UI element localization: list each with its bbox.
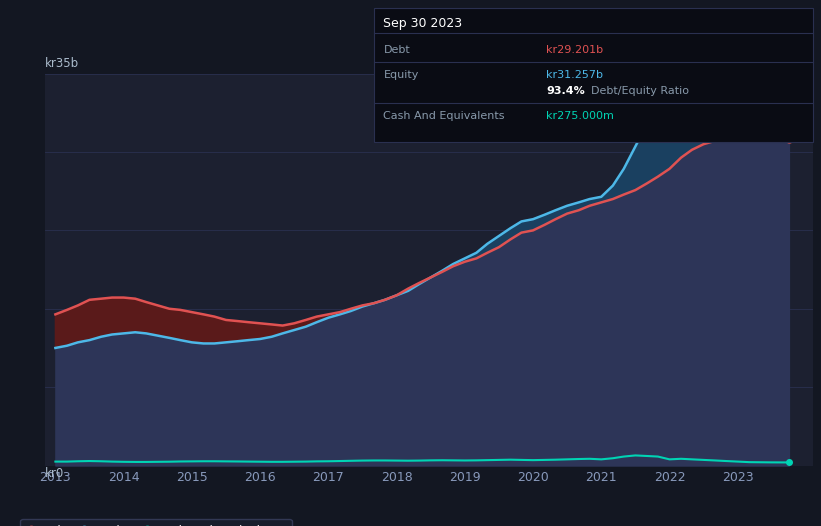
Text: 93.4%: 93.4%: [546, 86, 585, 96]
Text: kr31.257b: kr31.257b: [546, 70, 603, 80]
Text: kr275.000m: kr275.000m: [546, 111, 614, 122]
Text: kr29.201b: kr29.201b: [546, 45, 603, 55]
Legend: Debt, Equity, Cash And Equivalents: Debt, Equity, Cash And Equivalents: [21, 519, 291, 526]
Text: kr0: kr0: [45, 468, 64, 480]
Text: Debt/Equity Ratio: Debt/Equity Ratio: [591, 86, 689, 96]
Text: Debt: Debt: [383, 45, 410, 55]
Text: Sep 30 2023: Sep 30 2023: [383, 17, 462, 30]
Text: Cash And Equivalents: Cash And Equivalents: [383, 111, 505, 122]
Text: kr35b: kr35b: [45, 57, 80, 70]
Text: Equity: Equity: [383, 70, 419, 80]
